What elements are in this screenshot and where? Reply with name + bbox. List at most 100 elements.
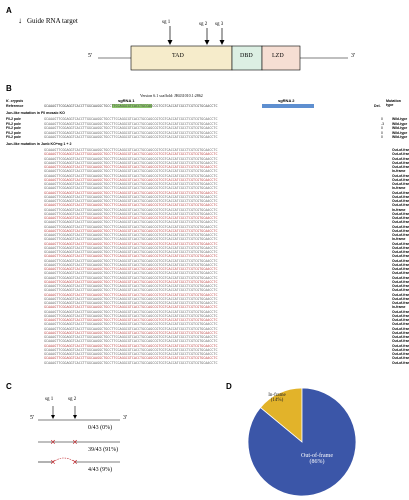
row-sequence: GCAAAGTTCGGAGGTCACCTTGGCAAGGCTGCCTTCCAGG… [44, 339, 218, 344]
table-row: GCAAAGTTCGGAGGTCACCTTGGCAAGGCTGCCTTCCAGG… [6, 208, 406, 212]
lzd-domain [261, 45, 301, 71]
row-sequence: GCAAAGTTCGGAGGTCACCTTGGCAAGGCTGCCTTCCAGG… [44, 126, 218, 131]
row-type: Out-of-frame [392, 309, 409, 314]
table-row: GCAAAGTTCGGAGGTCACCTTGGCAAGGCTGCCTTCCAGG… [6, 267, 409, 271]
table-row: GCAAAGTTCGGAGGTCACCTTGGCAAGGCTGCCTTCCAGG… [6, 241, 409, 246]
row-type: Out-of-frame [392, 152, 409, 157]
row-sequence: GCAAAGTTCGGAGGTCACCTTGGCAAGGCTGCCTTCCAGG… [44, 356, 218, 361]
section1-title: Jun-like mutation in F0 mosaic KO [6, 111, 65, 115]
row-type: In-frame [392, 169, 406, 174]
row-sequence: GCAAAGTTCGGAGGTCACCTTGGCAAGGCTGCCTTCCAGG… [44, 173, 218, 178]
inframe-pct: (14%) [270, 398, 284, 403]
row-sequence: GCAAAGTTCGGAGGTCACCTTGGCAAGGCTGCCTTCCAGG… [44, 279, 218, 284]
row-sequence: GCAAAGTTCGGAGGTCACCTTGGCAAGGCTGCCTTCCAGG… [44, 160, 218, 165]
table-row: GCAAAGTTCGGAGGTCACCTTGGCAAGGCTGCCTTCCAGG… [6, 186, 406, 190]
table-row: GCAAAGTTCGGAGGTCACCTTGGCAAGGCTGCCTTCCAGG… [6, 356, 409, 361]
row-type: Out-of-frame [392, 228, 409, 233]
row-sequence: GCAAAGTTCGGAGGTCACCTTGGCAAGGCTGCCTTCCAGG… [44, 152, 218, 157]
table-row: GCAAAGTTCGGAGGTCACCTTGGCAAGGCTGCCTTCCAGG… [6, 347, 409, 352]
row-type: In-frame [392, 305, 406, 310]
row-sequence: GCAAAGTTCGGAGGTCACCTTGGCAAGGCTGCCTTCCAGG… [44, 207, 218, 212]
row-sequence: GCAAAGTTCGGAGGTCACCTTGGCAAGGCTGCCTTCCAGG… [44, 216, 218, 220]
c-sg1-label: sg 1 [45, 397, 54, 402]
col-mutation-type: Mutation type [386, 99, 401, 108]
table-row: GCAAAGTTCGGAGGTCACCTTGGCAAGGCTGCCTTCCAGG… [6, 148, 409, 152]
row-sequence: GCAAAGTTCGGAGGTCACCTTGGCAAGGCTGCCTTCCAGG… [44, 305, 218, 310]
row-sample: F0-2 pole [6, 130, 21, 135]
row-type: Out-of-frame [392, 211, 409, 216]
table-row: GCAAAGTTCGGAGGTCACCTTGGCAAGGCTGCCTTCCAGG… [6, 233, 409, 237]
pie-label-oof: Out-of-frame (86%) [297, 453, 337, 465]
row-type: Out-of-frame [392, 148, 409, 152]
col-deletion: Del. [374, 104, 381, 108]
table-row: GCAAAGTTCGGAGGTCACCTTGGCAAGGCTGCCTTCCAGG… [6, 237, 406, 241]
row-type: In-frame [392, 186, 406, 191]
table-row: GCAAAGTTCGGAGGTCACCTTGGCAAGGCTGCCTTCCAGG… [6, 228, 409, 233]
table-row: GCAAAGTTCGGAGGTCACCTTGGCAAGGCTGCCTTCCAGG… [6, 259, 409, 263]
row-type: Out-of-frame [392, 199, 409, 203]
sg2-arrowhead [204, 40, 210, 45]
row-sequence: GCAAAGTTCGGAGGTCACCTTGGCAAGGCTGCCTTCCAGG… [44, 267, 218, 271]
row-sequence: GCAAAGTTCGGAGGTCACCTTGGCAAGGCTGCCTTCCAGG… [44, 309, 218, 314]
row-type: Out-of-frame [392, 322, 409, 327]
table-row: F0-2 pole GCAAAGTTCGGAGGTCACCTTGGCAAGGCTG… [6, 135, 407, 139]
table-row: GCAAAGTTCGGAGGTCACCTTGGCAAGGCTGCCTTCCAGG… [6, 271, 409, 276]
gene-diagram [98, 26, 348, 71]
sg1-label: sg 1 [162, 20, 171, 25]
row-sequence: GCAAAGTTCGGAGGTCACCTTGGCAAGGCTGCCTTCCAGG… [44, 284, 218, 288]
table-row: GCAAAGTTCGGAGGTCACCTTGGCAAGGCTGCCTTCCAGG… [6, 301, 409, 305]
table-row: GCAAAGTTCGGAGGTCACCTTGGCAAGGCTGCCTTCCAGG… [6, 160, 409, 165]
table-row: GCAAAGTTCGGAGGTCACCTTGGCAAGGCTGCCTTCCAGG… [6, 191, 409, 195]
row-sequence: GCAAAGTTCGGAGGTCACCTTGGCAAGGCTGCCTTCCAGG… [44, 318, 218, 322]
row-type: Wild-type [392, 117, 408, 121]
table-row: GCAAAGTTCGGAGGTCACCTTGGCAAGGCTGCCTTCCAGG… [6, 292, 409, 297]
row-sequence: GCAAAGTTCGGAGGTCACCTTGGCAAGGCTGCCTTCCAGG… [44, 292, 218, 297]
row-type: Out-of-frame [392, 313, 409, 318]
row-type: Out-of-frame [392, 275, 409, 280]
row-sequence: GCAAAGTTCGGAGGTCACCTTGGCAAGGCTGCCTTCCAGG… [44, 203, 218, 208]
pie-label-inframe: In-frame (14%) [265, 393, 289, 403]
table-row: GCAAAGTTCGGAGGTCACCTTGGCAAGGCTGCCTTCCAGG… [6, 169, 406, 173]
col-species: K. crypsis [6, 99, 24, 103]
row-type: Out-of-frame [392, 360, 409, 365]
table-row: GCAAAGTTCGGAGGTCACCTTGGCAAGGCTGCCTTCCAGG… [6, 339, 409, 344]
inframe-label: In-frame [268, 393, 286, 398]
row-type: Out-of-frame [392, 284, 409, 288]
c-three-prime: 3' [123, 415, 128, 421]
row-type: Out-of-frame [392, 330, 409, 335]
table-row: GCAAAGTTCGGAGGTCACCTTGGCAAGGCTGCCTTCCAGG… [6, 220, 409, 225]
row-type: Out-of-frame [392, 177, 409, 182]
legend-label: Guide RNA target [27, 17, 78, 25]
tad-label: TAD [172, 53, 184, 59]
row-type: Out-of-frame [392, 347, 409, 352]
table-row: GCAAAGTTCGGAGGTCACCTTGGCAAGGCTGCCTTCCAGG… [6, 330, 409, 335]
row-type: Wild-type [392, 121, 408, 126]
row-type: Out-of-frame [392, 335, 409, 339]
row-deletion: 0 [381, 117, 383, 121]
dbd-domain [231, 45, 263, 71]
table-row: GCAAAGTTCGGAGGTCACCTTGGCAAGGCTGCCTTCCAGG… [6, 250, 409, 254]
row-sequence: GCAAAGTTCGGAGGTCACCTTGGCAAGGCTGCCTTCCAGG… [44, 186, 218, 191]
row-sequence: GCAAAGTTCGGAGGTCACCTTGGCAAGGCTGCCTTCCAGG… [44, 360, 218, 365]
panel-d-letter: D [226, 382, 232, 391]
row-sequence: GCAAAGTTCGGAGGTCACCTTGGCAAGGCTGCCTTCCAGG… [44, 241, 218, 246]
row-sequence: GCAAAGTTCGGAGGTCACCTTGGCAAGGCTGCCTTCCAGG… [44, 169, 218, 174]
row-type: Out-of-frame [392, 203, 409, 208]
row-sequence: GCAAAGTTCGGAGGTCACCTTGGCAAGGCTGCCTTCCAGG… [44, 254, 218, 259]
row-sequence: GCAAAGTTCGGAGGTCACCTTGGCAAGGCTGCCTTCCAGG… [44, 211, 218, 216]
row-sequence: GCAAAGTTCGGAGGTCACCTTGGCAAGGCTGCCTTCCAGG… [44, 199, 218, 203]
table-row: GCAAAGTTCGGAGGTCACCTTGGCAAGGCTGCCTTCCAGG… [6, 195, 409, 199]
row-type: In-frame [392, 207, 406, 212]
table-row: GCAAAGTTCGGAGGTCACCTTGGCAAGGCTGCCTTCCAGG… [6, 203, 409, 208]
sgrna1-label: sgRNA 1 [118, 98, 135, 103]
row-type: Out-of-frame [392, 271, 409, 276]
row-type: Out-of-frame [392, 220, 409, 225]
table-row: GCAAAGTTCGGAGGTCACCTTGGCAAGGCTGCCTTCCAGG… [6, 182, 409, 186]
table-row: GCAAAGTTCGGAGGTCACCTTGGCAAGGCTGCCTTCCAGG… [6, 254, 409, 259]
row-type: Out-of-frame [392, 233, 409, 237]
sg3-label: sg 3 [215, 22, 224, 27]
cross-icon: ✕ [50, 439, 56, 447]
table-row: GCAAAGTTCGGAGGTCACCTTGGCAAGGCTGCCTTCCAGG… [6, 284, 409, 288]
table-row: F0-2 pole GCAAAGTTCGGAGGTCACCTTGGCAAGGCTG… [6, 126, 407, 131]
row-sequence: GCAAAGTTCGGAGGTCACCTTGGCAAGGCTGCCTTCCAGG… [44, 343, 218, 348]
